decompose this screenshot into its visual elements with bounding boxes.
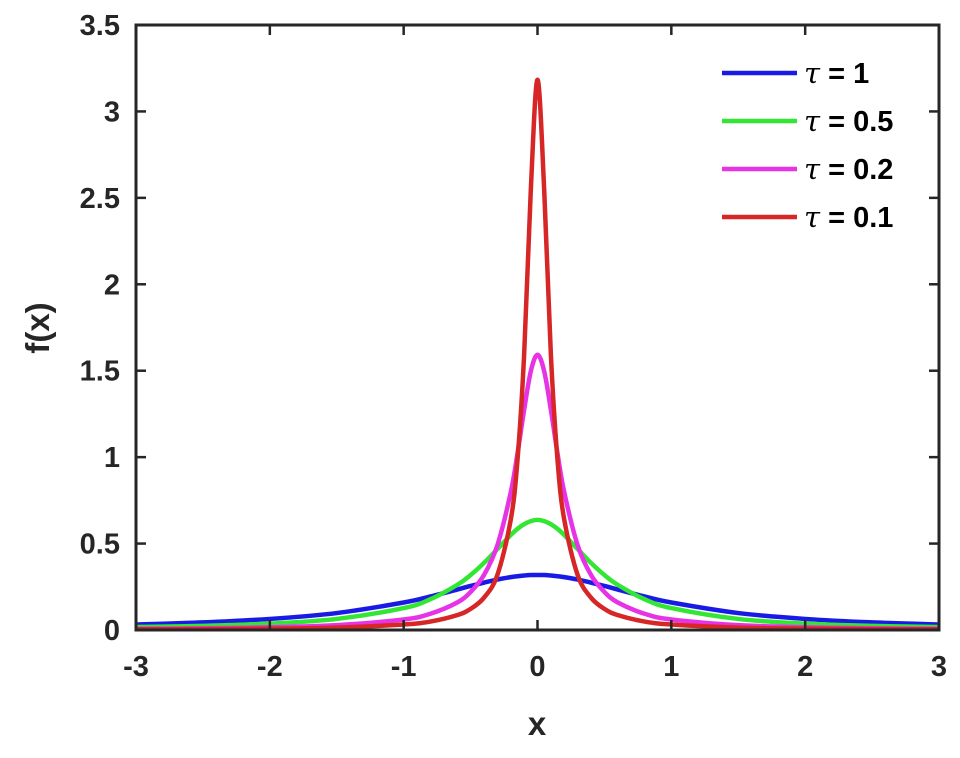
- y-tick-labels: 0 0.5 1 1.5 2 2.5 3 3.5: [80, 10, 120, 647]
- y-tick-label: 2: [104, 269, 120, 301]
- y-tick-label: 2.5: [80, 183, 120, 215]
- legend-value: = 1: [820, 58, 869, 90]
- legend-value: = 0.1: [820, 202, 893, 234]
- x-tick-label: 0: [529, 651, 545, 683]
- legend-item: τ = 1: [722, 56, 869, 90]
- y-tick-label: 3.5: [80, 10, 120, 42]
- x-axis-label: x: [528, 705, 547, 742]
- legend-symbol: τ: [804, 56, 821, 90]
- plot-background: [136, 25, 939, 630]
- legend-value: = 0.2: [820, 154, 893, 186]
- legend-label: τ = 0.2: [804, 152, 893, 186]
- legend: τ = 1τ = 0.5τ = 0.2τ = 0.1: [722, 56, 893, 234]
- x-tick-label: -2: [257, 651, 283, 683]
- x-tick-label: 3: [931, 651, 947, 683]
- legend-symbol: τ: [804, 104, 821, 138]
- series-line-3: [135, 352, 940, 632]
- legend-item: τ = 0.5: [722, 104, 893, 138]
- y-tick-label: 3: [104, 96, 120, 128]
- x-tick-label: -1: [391, 651, 417, 683]
- legend-label: τ = 0.5: [804, 104, 893, 138]
- legend-symbol: τ: [804, 152, 821, 186]
- x-tick-label: -3: [123, 651, 149, 683]
- y-tick-label: 0.5: [80, 529, 120, 561]
- legend-item: τ = 0.1: [722, 200, 893, 234]
- x-tick-label: 1: [663, 651, 679, 683]
- series-line-1: [135, 572, 940, 627]
- legend-label: τ = 1: [804, 56, 869, 90]
- legend-value: = 0.5: [820, 106, 893, 138]
- plot-frame: [134, 23, 941, 632]
- x-tick-labels: -3 -2 -1 0 1 2 3: [123, 651, 947, 683]
- legend-item: τ = 0.2: [722, 152, 893, 186]
- x-tick-label: 2: [797, 651, 813, 683]
- y-tick-label: 1.5: [80, 356, 120, 388]
- series-layer: [135, 77, 940, 632]
- series-line-2: [135, 517, 940, 630]
- y-tick-label: 0: [104, 615, 120, 647]
- series-line-4: [135, 77, 940, 632]
- legend-label: τ = 0.1: [804, 200, 893, 234]
- legend-symbol: τ: [804, 200, 821, 234]
- y-axis-label: f(x): [19, 302, 56, 353]
- y-tick-label: 1: [104, 442, 120, 474]
